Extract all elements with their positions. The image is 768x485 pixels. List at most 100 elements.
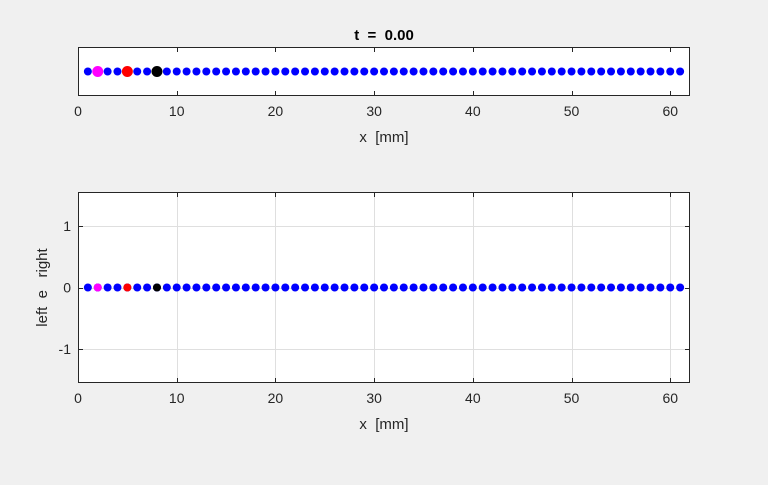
marker-particles <box>449 67 458 76</box>
marker-particles <box>389 283 398 292</box>
marker-particles <box>518 67 527 76</box>
marker-particles <box>340 283 349 292</box>
marker-particles <box>350 283 359 292</box>
marker-particles <box>567 283 576 292</box>
marker-particles <box>182 283 191 292</box>
x-tick-label: 0 <box>74 103 82 119</box>
marker-particles <box>320 283 329 292</box>
marker-particles <box>133 67 142 76</box>
marker-particles <box>646 283 655 292</box>
marker-particles <box>577 67 586 76</box>
marker-particles <box>547 67 556 76</box>
x-tick-label: 20 <box>268 390 284 406</box>
marker-particles <box>202 283 211 292</box>
marker-particles <box>133 283 142 292</box>
marker-particles <box>301 283 310 292</box>
x-tick-label: 30 <box>366 103 382 119</box>
marker-particles <box>409 283 418 292</box>
marker-particles <box>537 283 546 292</box>
marker-particles <box>212 283 221 292</box>
marker-particles <box>587 283 596 292</box>
marker-particles <box>458 283 467 292</box>
top-axes: 0 10 20 30 40 50 60 t = 0.00 x [mm] <box>74 27 690 146</box>
marker-particles <box>646 67 655 76</box>
marker-particles <box>380 67 388 76</box>
bottom-axes-box <box>78 192 690 383</box>
marker-particles <box>508 283 517 292</box>
marker-particles <box>261 67 270 76</box>
marker-particles <box>83 283 92 292</box>
marker-particles <box>508 67 517 76</box>
marker-particles <box>370 283 379 292</box>
x-tick-label: 40 <box>465 390 481 406</box>
marker-particles <box>636 283 645 292</box>
marker-particles <box>518 283 527 292</box>
marker-particles <box>83 67 92 76</box>
marker-particles <box>330 67 339 76</box>
x-tick-label: 10 <box>169 103 185 119</box>
marker-red-marker <box>121 66 133 77</box>
marker-particles <box>626 283 635 292</box>
marker-black-marker <box>151 66 163 77</box>
bottom-x-axis-label: x [mm] <box>359 416 408 433</box>
marker-particles <box>419 283 428 292</box>
marker-particles <box>310 67 319 76</box>
marker-particles <box>192 283 201 292</box>
marker-particles <box>399 283 408 292</box>
marker-particles <box>261 283 270 292</box>
marker-particles <box>162 67 171 76</box>
x-tick-label: 50 <box>564 390 580 406</box>
marker-particles <box>676 283 685 292</box>
marker-particles <box>281 283 290 292</box>
marker-particles <box>143 283 152 292</box>
marker-particles <box>488 283 497 292</box>
marker-particles <box>439 67 448 76</box>
marker-particles <box>468 67 477 76</box>
marker-magenta-marker <box>92 66 104 77</box>
marker-particles <box>528 67 537 76</box>
y-tick-label: 0 <box>63 280 71 296</box>
marker-particles <box>360 283 369 292</box>
marker-particles <box>241 283 250 292</box>
marker-particles <box>429 67 438 76</box>
marker-particles <box>113 283 122 292</box>
marker-particles <box>271 67 280 76</box>
marker-particles <box>370 67 379 76</box>
top-x-axis-label: x [mm] <box>359 129 408 146</box>
marker-particles <box>607 283 616 292</box>
marker-particles <box>498 67 507 76</box>
marker-particles <box>301 67 310 76</box>
top-axes-ticks: 0 10 20 30 40 50 60 <box>74 47 678 119</box>
top-axes-markers <box>83 66 685 77</box>
marker-particles <box>488 67 497 76</box>
marker-particles <box>172 67 181 76</box>
x-tick-label: 40 <box>465 103 481 119</box>
x-tick-label: 20 <box>268 103 284 119</box>
marker-particles <box>251 283 260 292</box>
marker-particles <box>291 283 300 292</box>
marker-particles <box>212 67 221 76</box>
marker-particles <box>409 67 418 76</box>
x-tick-label: 0 <box>74 390 82 406</box>
marker-particles <box>429 283 438 292</box>
marker-particles <box>103 283 112 292</box>
marker-particles <box>231 67 240 76</box>
marker-particles <box>350 67 359 76</box>
marker-particles <box>222 67 231 76</box>
marker-particles <box>478 283 487 292</box>
marker-particles <box>557 67 566 76</box>
marker-particles <box>666 67 675 76</box>
marker-particles <box>231 283 240 292</box>
marker-particles <box>597 67 606 76</box>
marker-particles <box>241 67 250 76</box>
marker-particles <box>389 67 398 76</box>
marker-particles <box>439 283 448 292</box>
marker-particles <box>182 67 191 76</box>
marker-particles <box>607 67 616 76</box>
marker-particles <box>666 283 675 292</box>
marker-particles <box>330 283 339 292</box>
marker-particles <box>577 283 586 292</box>
marker-particles <box>537 67 546 76</box>
marker-particles <box>587 67 596 76</box>
marker-particles <box>399 67 408 76</box>
